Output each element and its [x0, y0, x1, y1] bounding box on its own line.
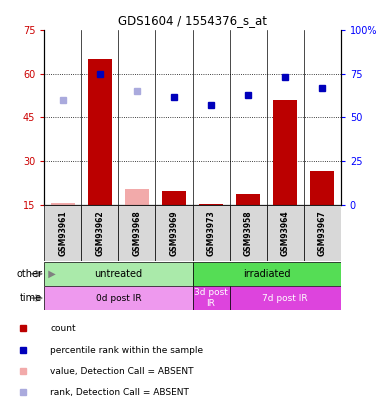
Bar — [229, 205, 266, 261]
Bar — [81, 205, 119, 261]
Bar — [273, 100, 297, 205]
Bar — [156, 205, 192, 261]
Bar — [267, 205, 304, 261]
Text: GSM93969: GSM93969 — [169, 211, 179, 256]
Bar — [229, 286, 341, 310]
Text: GSM93968: GSM93968 — [132, 211, 141, 256]
Text: other: other — [16, 269, 42, 279]
Text: GSM93961: GSM93961 — [58, 211, 67, 256]
Text: 3d post
IR: 3d post IR — [194, 288, 228, 308]
Bar — [192, 286, 229, 310]
Bar — [199, 204, 223, 205]
Bar — [192, 262, 341, 286]
Text: GSM93958: GSM93958 — [244, 211, 253, 256]
Bar — [44, 286, 192, 310]
Text: GSM93967: GSM93967 — [318, 211, 327, 256]
Text: 0d post IR: 0d post IR — [95, 294, 141, 303]
Text: GSM93973: GSM93973 — [206, 211, 216, 256]
Text: count: count — [50, 324, 76, 333]
Text: untreated: untreated — [94, 269, 142, 279]
Text: GDS1604 / 1554376_s_at: GDS1604 / 1554376_s_at — [118, 14, 267, 27]
Bar — [44, 205, 81, 261]
Bar — [119, 205, 156, 261]
Text: ▶: ▶ — [42, 269, 56, 279]
Bar — [51, 203, 75, 205]
Text: 7d post IR: 7d post IR — [262, 294, 308, 303]
Bar — [192, 205, 229, 261]
Text: GSM93964: GSM93964 — [281, 211, 290, 256]
Text: rank, Detection Call = ABSENT: rank, Detection Call = ABSENT — [50, 388, 189, 396]
Bar — [88, 60, 112, 205]
Text: time: time — [20, 293, 42, 303]
Bar — [44, 262, 192, 286]
Bar — [310, 171, 334, 205]
Text: GSM93962: GSM93962 — [95, 211, 104, 256]
Bar — [125, 189, 149, 205]
Text: percentile rank within the sample: percentile rank within the sample — [50, 345, 203, 355]
Text: value, Detection Call = ABSENT: value, Detection Call = ABSENT — [50, 367, 194, 375]
Bar — [162, 192, 186, 205]
Text: irradiated: irradiated — [243, 269, 290, 279]
Bar — [236, 194, 260, 205]
Bar — [304, 205, 341, 261]
